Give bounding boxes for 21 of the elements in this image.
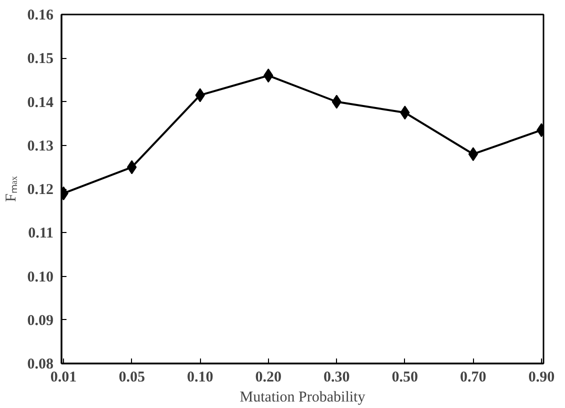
y-tick-label: 0.08: [27, 356, 54, 372]
y-tick-label: 0.16: [27, 8, 54, 24]
y-tick-label: 0.11: [28, 226, 54, 242]
y-tick-label: 0.10: [27, 269, 54, 286]
x-tick-label: 0.05: [118, 370, 145, 386]
x-axis-title: Mutation Probability: [240, 390, 366, 406]
y-tick-label: 0.13: [27, 138, 54, 154]
y-tick-label: 0.14: [27, 94, 54, 111]
x-tick-label: 0.01: [50, 370, 77, 386]
x-tick-label: 0.50: [392, 370, 418, 386]
point: [468, 147, 478, 162]
x-tick-label: 0.20: [255, 370, 282, 386]
x-tick-label: 0.30: [324, 370, 350, 386]
y-tick-label: 0.15: [27, 51, 54, 68]
y-axis-title: Fₘₐₓ: [3, 175, 20, 202]
point: [126, 160, 137, 174]
x-tick-label: 0.70: [460, 370, 486, 386]
y-tick-label: 0.12: [27, 182, 54, 198]
y-tick-label: 0.09: [27, 312, 54, 329]
x-tick-label: 0.10: [186, 370, 214, 386]
x-tick-label: 0.90: [528, 370, 555, 386]
